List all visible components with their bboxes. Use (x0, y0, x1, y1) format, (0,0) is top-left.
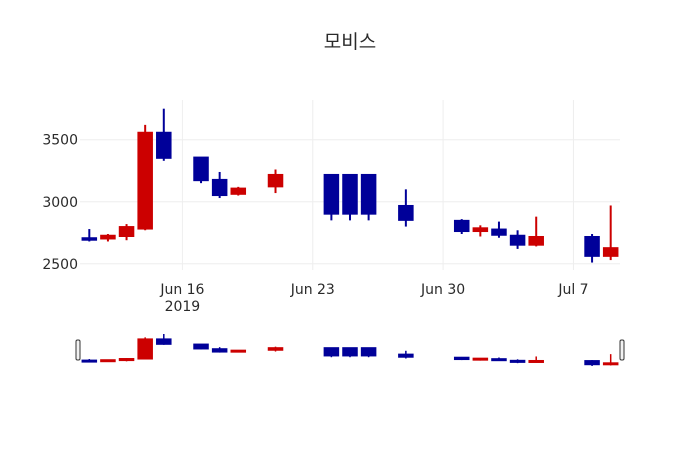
slider-left-handle[interactable] (75, 339, 81, 361)
main-body (491, 228, 507, 236)
slider-candle (156, 334, 172, 345)
slider-candle (453, 356, 470, 361)
main-body (398, 204, 414, 221)
slider-candle (584, 360, 600, 366)
y-tick-label: 3500 (42, 133, 78, 149)
main-candle (267, 169, 284, 194)
main-candle (81, 229, 98, 242)
slider-body (193, 343, 209, 350)
slider-candle (491, 357, 507, 362)
slider-body (230, 349, 247, 353)
main-body (472, 227, 489, 233)
main-candle (509, 230, 526, 249)
main-body (528, 235, 544, 246)
main-candle (211, 171, 228, 199)
main-body (81, 237, 98, 241)
slider-candle (528, 356, 544, 363)
slider-candle (323, 347, 340, 358)
main-candle (323, 173, 340, 221)
main-candle (118, 224, 135, 241)
main-body (137, 131, 153, 230)
main-body (453, 219, 470, 233)
x-tick-label: Jun 30 (420, 282, 465, 298)
main-body (323, 173, 340, 215)
slider-body (472, 357, 489, 361)
slider-candle (137, 337, 153, 360)
main-candle (342, 173, 358, 221)
main-candle (491, 221, 507, 238)
range-slider[interactable] (75, 330, 625, 370)
main-body (360, 173, 377, 215)
slider-candle (193, 343, 209, 350)
main-body (230, 187, 247, 195)
slider-candle (230, 349, 247, 353)
slider-body (156, 338, 172, 345)
slider-body (323, 347, 340, 357)
main-body (193, 156, 209, 182)
x-tick-sublabel: 2019 (165, 299, 201, 315)
main-candle (528, 216, 544, 247)
main-body (342, 173, 358, 215)
main-candle (137, 124, 153, 231)
slider-body (360, 347, 377, 357)
main-body (602, 247, 619, 257)
main-candle (398, 189, 414, 227)
main-candle (602, 205, 619, 261)
slider-right-handle[interactable] (619, 339, 625, 361)
slider-candle (398, 350, 414, 359)
slider-body (267, 347, 284, 351)
main-candle (584, 234, 600, 263)
main-candle (193, 156, 209, 184)
slider-body (100, 359, 116, 363)
slider-candle (342, 347, 358, 358)
slider-body (491, 358, 507, 362)
y-axis: 2500 3000 3500 (42, 133, 78, 273)
x-tick-label: Jun 23 (290, 282, 335, 298)
slider-body (584, 360, 600, 366)
slider-body (137, 338, 153, 360)
slider-body (602, 362, 619, 366)
x-tick-label: Jul 7 (557, 282, 588, 298)
slider-candle (509, 359, 526, 364)
slider-candle (472, 357, 489, 361)
slider-candle (211, 347, 228, 353)
slider-body (211, 348, 228, 353)
main-body (509, 234, 526, 246)
slider-candle (602, 354, 619, 366)
main-candle (472, 225, 489, 237)
y-tick-label: 2500 (42, 257, 78, 273)
main-candle (100, 234, 116, 242)
main-plot-candles (81, 108, 619, 263)
slider-body (509, 359, 526, 363)
main-body (267, 173, 284, 188)
main-body (156, 131, 172, 159)
slider-candle (267, 346, 284, 352)
slider-body (528, 359, 544, 363)
main-body (100, 234, 116, 240)
main-body (211, 178, 228, 197)
main-body (118, 226, 135, 237)
slider-body (81, 359, 98, 363)
main-candle (360, 173, 377, 221)
slider-candle (81, 359, 98, 363)
slider-body (342, 347, 358, 357)
main-candle (453, 219, 470, 235)
slider-body (398, 353, 414, 358)
x-tick-label: Jun 16 (159, 282, 204, 298)
slider-candle (118, 358, 135, 362)
main-candle (230, 186, 247, 196)
slider-body (118, 358, 135, 362)
slider-candle (360, 347, 377, 358)
y-tick-label: 3000 (42, 195, 78, 211)
main-candle (156, 108, 172, 161)
chart-title: 모비스 (324, 31, 376, 53)
slider-candle (100, 359, 116, 363)
slider-body (453, 356, 470, 361)
main-body (584, 235, 600, 257)
